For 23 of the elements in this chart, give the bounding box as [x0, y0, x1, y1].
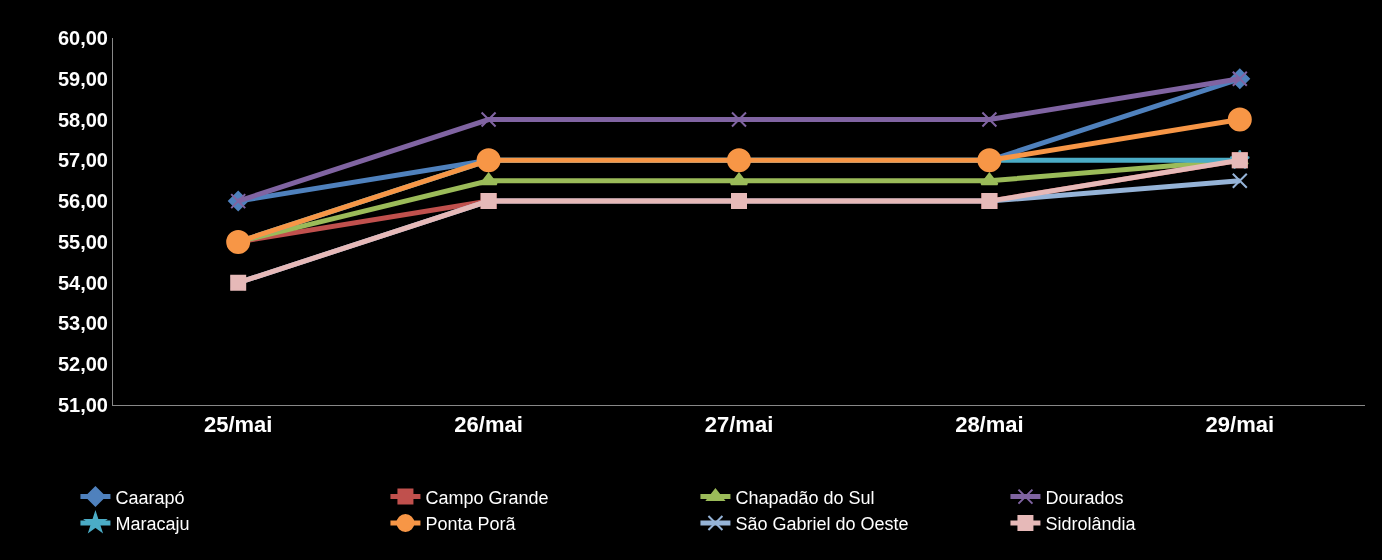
y-tick-label: 52,00 — [57, 353, 108, 376]
legend-label: São Gabriel do Oeste — [735, 514, 909, 535]
legend-label: Chapadão do Sul — [735, 487, 875, 508]
legend-label: Campo Grande — [425, 487, 549, 508]
y-tick-label: 54,00 — [57, 271, 108, 294]
legend-label: Ponta Porã — [425, 514, 517, 535]
y-tick-label: 53,00 — [57, 312, 108, 335]
x-tick-label: 26/mai — [454, 412, 523, 438]
y-tick-label: 51,00 — [57, 394, 108, 416]
y-tick-label: 60,00 — [57, 27, 108, 49]
y-tick-label: 58,00 — [57, 108, 108, 131]
x-tick-label: 27/mai — [704, 412, 774, 438]
x-tick-label: 29/mai — [1205, 412, 1275, 438]
legend-label: Dourados — [1045, 487, 1124, 508]
y-tick-label: 56,00 — [57, 190, 108, 213]
x-tick-label: 28/mai — [955, 412, 1024, 438]
x-tick-label: 25/mai — [203, 412, 273, 438]
legend-label: Maracaju — [115, 514, 190, 535]
y-tick-label: 55,00 — [57, 230, 108, 253]
y-tick-label: 57,00 — [57, 149, 108, 172]
legend-label: Sidrolândia — [1045, 514, 1137, 535]
y-tick-label: 59,00 — [57, 67, 108, 90]
legend-label: Caarapó — [115, 487, 185, 508]
